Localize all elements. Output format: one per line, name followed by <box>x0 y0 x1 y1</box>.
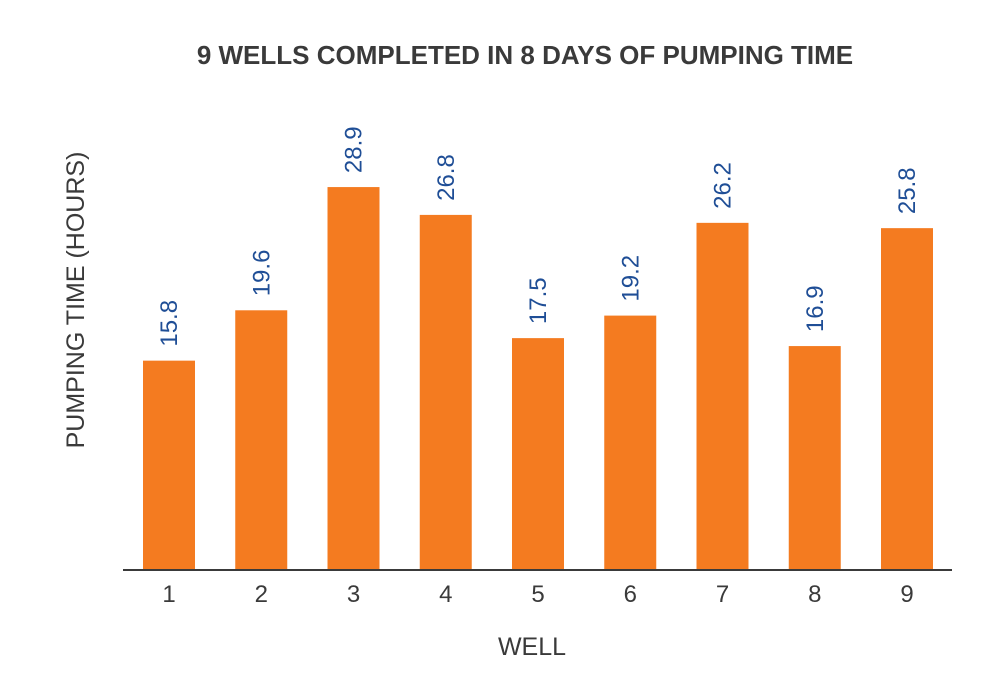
x-tick-label-1: 1 <box>162 581 175 608</box>
value-label-well-4: 26.8 <box>433 154 460 201</box>
x-tick-label-4: 4 <box>439 581 452 608</box>
x-axis-label: WELL <box>498 633 566 661</box>
value-label-well-2: 19.6 <box>248 250 275 297</box>
value-label-well-5: 17.5 <box>525 277 552 324</box>
bar-well-3 <box>327 187 380 570</box>
bar-well-8 <box>788 346 841 570</box>
value-label-well-3: 28.9 <box>341 126 368 173</box>
value-label-well-7: 26.2 <box>710 162 737 209</box>
x-tick-label-3: 3 <box>347 581 360 608</box>
value-label-well-8: 16.9 <box>802 285 829 332</box>
bar-well-5 <box>512 338 564 570</box>
bar-well-1 <box>143 360 195 570</box>
x-tick-labels-group: 1 2 3 4 5 6 7 8 9 <box>162 581 913 608</box>
x-tick-label-8: 8 <box>808 581 821 608</box>
x-tick-label-5: 5 <box>531 581 544 608</box>
bar-well-6 <box>604 315 657 570</box>
value-labels-group: 15.8 19.6 28.9 26.8 17.5 19.2 26.2 16.9 25.8 <box>156 126 921 346</box>
bar-well-9 <box>881 228 933 570</box>
x-tick-label-2: 2 <box>255 581 268 608</box>
bar-well-7 <box>696 222 749 570</box>
value-label-well-1: 15.8 <box>156 300 183 347</box>
bar-well-2 <box>235 310 288 570</box>
x-tick-label-9: 9 <box>900 581 913 608</box>
value-label-well-6: 19.2 <box>617 255 644 302</box>
chart-title: 9 WELLS COMPLETED IN 8 DAYS OF PUMPING T… <box>197 40 853 70</box>
y-axis-label: PUMPING TIME (HOURS) <box>62 152 90 449</box>
x-tick-label-6: 6 <box>624 581 637 608</box>
bars-group <box>143 187 933 570</box>
value-label-well-9: 25.8 <box>894 167 921 214</box>
bar-well-4 <box>419 214 472 570</box>
x-tick-label-7: 7 <box>716 581 729 608</box>
